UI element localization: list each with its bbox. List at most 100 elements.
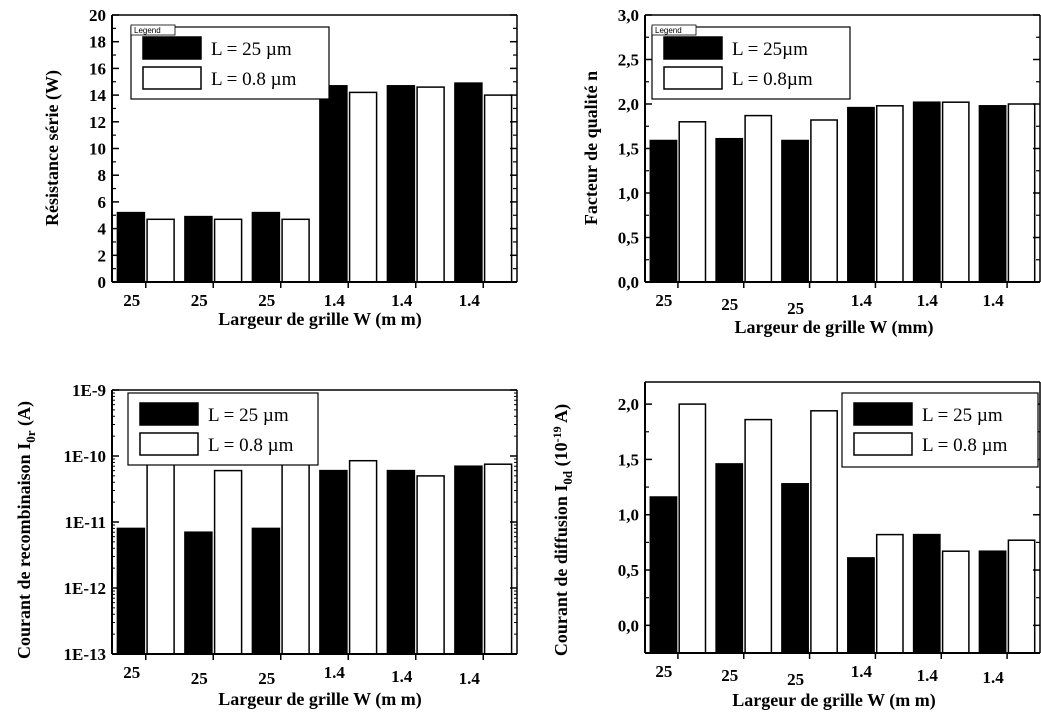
y-tick-label: 12 bbox=[89, 113, 106, 132]
x-tick-label: 25 bbox=[655, 662, 672, 681]
x-tick-label: 1.4 bbox=[391, 667, 413, 686]
legend-swatch bbox=[142, 66, 202, 90]
bar bbox=[678, 403, 707, 654]
y-tick-label: 2,5 bbox=[618, 51, 639, 70]
y-tick-label: 16 bbox=[89, 59, 106, 78]
bar bbox=[146, 218, 175, 283]
legend: Legend L = 25µm L = 0.8µm bbox=[651, 24, 851, 100]
x-tick-label: 1.4 bbox=[982, 291, 1004, 310]
y-tick-label: 3,0 bbox=[618, 6, 639, 25]
bar bbox=[251, 211, 281, 283]
y-tick-label: 2,0 bbox=[618, 95, 639, 114]
bar bbox=[416, 86, 445, 283]
legend-label: L = 0.8 µm bbox=[208, 435, 294, 456]
legend: L = 25 µm L = 0.8 µm bbox=[841, 392, 1039, 468]
y-tick-label: 1E-12 bbox=[64, 579, 107, 598]
bar bbox=[781, 139, 809, 283]
y-tick-label: 18 bbox=[89, 33, 106, 52]
y-axis-label: Courant de diffusion I0d (10-19 A) bbox=[550, 404, 575, 656]
bar bbox=[483, 94, 513, 283]
y-tick-label: 1,5 bbox=[618, 140, 639, 159]
legend-title: Legend bbox=[655, 26, 682, 35]
bar bbox=[649, 139, 678, 283]
chart-3: 1E-13 1E-12 1E-11 1E-10 1E-9 25 25 25 1.4 1.4 1.4 L… bbox=[14, 381, 518, 710]
y-tick-label: 10 bbox=[89, 140, 106, 159]
y-tick-label: 0 bbox=[98, 273, 107, 292]
legend-swatch bbox=[142, 36, 202, 60]
y-axis-label: Résistance série (W) bbox=[42, 70, 63, 226]
bar bbox=[184, 531, 213, 655]
legend-title: Legend bbox=[134, 26, 161, 35]
bar bbox=[847, 106, 875, 283]
legend-label: L = 25µm bbox=[732, 39, 808, 60]
x-tick-label: 25 bbox=[721, 666, 738, 685]
x-tick-label: 25 bbox=[123, 291, 140, 310]
x-tick-label: 25 bbox=[191, 669, 208, 688]
x-axis-label: Largeur de grille W (m m) bbox=[218, 689, 421, 710]
bar bbox=[251, 527, 281, 655]
bar bbox=[649, 496, 678, 654]
legend-label: L = 0.8 µm bbox=[211, 69, 297, 90]
bar bbox=[116, 211, 146, 283]
x-tick-label: 25 bbox=[787, 670, 804, 689]
bar bbox=[847, 557, 875, 654]
x-axis-label: Largeur de grille W (mm) bbox=[735, 317, 934, 338]
bar bbox=[941, 550, 970, 654]
bar bbox=[978, 550, 1007, 654]
y-tick-label: 1E-9 bbox=[72, 381, 106, 400]
x-tick-label: 1.4 bbox=[917, 666, 939, 685]
y-tick-label: 0,5 bbox=[618, 561, 639, 580]
y-tick-label: 1,5 bbox=[618, 450, 639, 469]
legend: L = 25 µm L = 0.8 µm bbox=[127, 392, 319, 466]
x-tick-label: 1.4 bbox=[459, 669, 481, 688]
bar bbox=[454, 82, 483, 283]
bar bbox=[454, 465, 483, 655]
y-tick-label: 0,0 bbox=[618, 616, 639, 635]
legend-swatch bbox=[853, 402, 913, 426]
bar bbox=[744, 114, 773, 283]
legend-swatch bbox=[853, 432, 913, 456]
bar bbox=[146, 461, 175, 655]
bar bbox=[1007, 103, 1036, 283]
bar bbox=[912, 533, 941, 654]
chart-2: 0,0 0,5 1,0 1,5 2,0 2,5 3,0 25 25 25 1.4 1.4 1.4 Larg… bbox=[581, 6, 1041, 338]
bar bbox=[875, 533, 904, 654]
y-tick-label: 6 bbox=[98, 193, 107, 212]
y-tick-label: 2 bbox=[98, 246, 107, 265]
x-tick-label: 25 bbox=[258, 669, 275, 688]
bar bbox=[348, 91, 378, 283]
bar bbox=[941, 101, 970, 283]
chart-4: 0,0 0,5 1,0 1,5 2,0 25 25 25 1.4 1.4 1.4 Largeur de… bbox=[550, 381, 1041, 711]
bar bbox=[483, 463, 513, 655]
legend-label: L = 25 µm bbox=[922, 405, 1003, 426]
x-axis-label: Largeur de grille W (m m) bbox=[218, 309, 421, 330]
bar bbox=[213, 469, 243, 655]
bar bbox=[184, 215, 213, 283]
bar bbox=[875, 105, 904, 283]
y-tick-label: 8 bbox=[98, 166, 107, 185]
x-tick-label: 1.4 bbox=[917, 291, 939, 310]
x-tick-label: 25 bbox=[258, 291, 275, 310]
y-tick-label: 14 bbox=[89, 86, 107, 105]
bar bbox=[744, 418, 773, 654]
legend-swatch bbox=[663, 36, 723, 60]
x-tick-label: 25 bbox=[191, 291, 208, 310]
bar bbox=[281, 218, 310, 283]
bar bbox=[319, 469, 348, 655]
legend-label: L = 0.8 µm bbox=[922, 435, 1008, 456]
bar bbox=[715, 137, 744, 283]
x-axis-label: Largeur de grille W (m m) bbox=[732, 690, 935, 711]
y-tick-label: 1E-10 bbox=[64, 447, 107, 466]
x-tick-label: 25 bbox=[655, 291, 672, 310]
bar bbox=[810, 119, 838, 283]
bar bbox=[978, 105, 1007, 283]
legend-swatch bbox=[663, 66, 723, 90]
y-tick-label: 4 bbox=[98, 220, 107, 239]
bar bbox=[116, 527, 146, 655]
y-axis-label: Facteur de qualité n bbox=[581, 71, 601, 225]
legend-label: L = 25 µm bbox=[211, 39, 292, 60]
bar bbox=[416, 475, 445, 655]
bar bbox=[281, 461, 310, 655]
bar bbox=[715, 463, 744, 654]
